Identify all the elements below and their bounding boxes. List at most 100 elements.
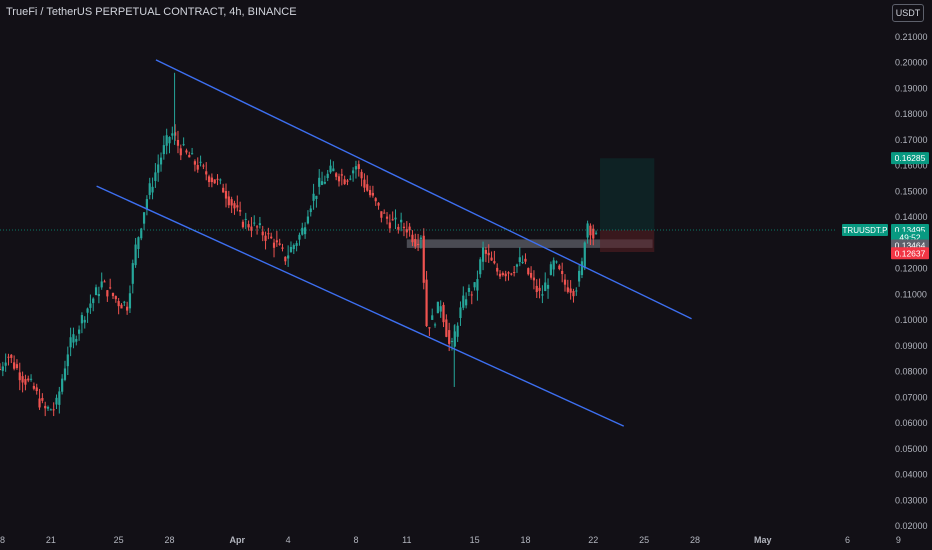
channel-upper-line[interactable] — [155, 59, 692, 320]
candle-body[interactable] — [360, 171, 363, 179]
candle-body[interactable] — [583, 242, 586, 269]
candle-body[interactable] — [569, 288, 572, 293]
candle-body[interactable] — [555, 261, 558, 263]
candle-body[interactable] — [391, 219, 394, 221]
candle-body[interactable] — [219, 179, 222, 181]
candle-body[interactable] — [148, 183, 151, 195]
candle-body[interactable] — [306, 216, 310, 224]
candle-body[interactable] — [510, 273, 513, 275]
candle-body[interactable] — [312, 193, 315, 201]
candle-body[interactable] — [239, 209, 242, 212]
candle-body[interactable] — [10, 354, 13, 358]
candle-body[interactable] — [78, 329, 81, 334]
candle-body[interactable] — [97, 294, 100, 297]
candle-body[interactable] — [541, 294, 544, 296]
candle-body[interactable] — [188, 154, 191, 158]
candle-body[interactable] — [227, 196, 230, 206]
candle-body[interactable] — [176, 139, 180, 146]
candle-body[interactable] — [335, 173, 338, 177]
candle-body[interactable] — [154, 172, 157, 181]
candle-body[interactable] — [49, 409, 52, 411]
candle-body[interactable] — [405, 229, 408, 233]
candle-body[interactable] — [490, 257, 493, 261]
candle-body[interactable] — [106, 290, 109, 297]
candle-body[interactable] — [236, 205, 239, 208]
candle-body[interactable] — [383, 212, 386, 214]
candle-body[interactable] — [527, 268, 530, 275]
candle-body[interactable] — [518, 257, 521, 263]
candle-body[interactable] — [422, 235, 425, 283]
candle-body[interactable] — [476, 279, 479, 291]
candle-body[interactable] — [481, 247, 485, 262]
candle-body[interactable] — [61, 378, 64, 392]
candle-body[interactable] — [343, 179, 346, 185]
candle-body[interactable] — [346, 180, 349, 182]
candle-body[interactable] — [340, 174, 343, 176]
candle-body[interactable] — [544, 282, 547, 292]
candle-body[interactable] — [222, 187, 225, 193]
candle-body[interactable] — [439, 306, 442, 312]
candle-body[interactable] — [337, 176, 341, 182]
candle-body[interactable] — [151, 186, 154, 193]
candle-body[interactable] — [402, 226, 406, 229]
candle-body[interactable] — [1, 366, 4, 371]
candle-body[interactable] — [397, 226, 400, 230]
candle-body[interactable] — [453, 331, 456, 347]
candle-body[interactable] — [83, 319, 86, 323]
candle-body[interactable] — [100, 281, 103, 288]
candle-body[interactable] — [292, 245, 295, 250]
candle-body[interactable] — [63, 368, 67, 380]
candle-body[interactable] — [224, 191, 228, 199]
candle-body[interactable] — [109, 287, 112, 289]
candle-body[interactable] — [572, 290, 575, 297]
candle-body[interactable] — [385, 216, 389, 219]
candle-body[interactable] — [174, 132, 177, 136]
candle-body[interactable] — [29, 378, 33, 380]
candle-body[interactable] — [479, 259, 482, 275]
candle-body[interactable] — [561, 270, 564, 275]
candle-body[interactable] — [171, 133, 174, 136]
candle-body[interactable] — [501, 273, 504, 276]
candle-body[interactable] — [27, 378, 30, 381]
long-stop[interactable] — [600, 230, 655, 253]
candle-body[interactable] — [349, 178, 352, 180]
candle-body[interactable] — [168, 136, 171, 144]
candle-body[interactable] — [137, 237, 140, 249]
candle-body[interactable] — [21, 376, 24, 383]
channel-lines-layer[interactable] — [0, 59, 835, 427]
candle-body[interactable] — [462, 295, 465, 308]
candle-body[interactable] — [216, 178, 219, 180]
candle-body[interactable] — [357, 164, 360, 169]
candle-body[interactable] — [193, 161, 197, 165]
candle-body[interactable] — [185, 150, 188, 153]
candle-body[interactable] — [46, 406, 50, 409]
candle-body[interactable] — [546, 284, 550, 289]
candle-body[interactable] — [270, 236, 273, 239]
candle-body[interactable] — [408, 226, 411, 231]
candle-body[interactable] — [589, 225, 592, 236]
candle-body[interactable] — [304, 227, 307, 235]
candle-body[interactable] — [287, 255, 290, 259]
candle-body[interactable] — [374, 198, 377, 202]
candle-body[interactable] — [436, 301, 439, 314]
candle-body[interactable] — [417, 244, 420, 246]
candle-body[interactable] — [18, 372, 21, 381]
candles-layer[interactable] — [0, 72, 598, 417]
candle-body[interactable] — [368, 190, 372, 196]
candle-body[interactable] — [428, 327, 431, 329]
candle-body[interactable] — [162, 145, 165, 155]
candle-body[interactable] — [278, 243, 281, 245]
candle-body[interactable] — [15, 364, 19, 368]
candle-body[interactable] — [233, 203, 236, 209]
candle-body[interactable] — [275, 240, 278, 243]
candle-body[interactable] — [414, 239, 417, 247]
candle-body[interactable] — [448, 330, 451, 344]
candle-body[interactable] — [258, 223, 261, 226]
candle-body[interactable] — [44, 405, 47, 409]
candle-body[interactable] — [4, 362, 7, 366]
candle-body[interactable] — [301, 227, 304, 235]
currency-button[interactable]: USDT — [892, 4, 924, 22]
candle-body[interactable] — [281, 247, 284, 249]
candle-body[interactable] — [247, 224, 250, 228]
candle-body[interactable] — [255, 226, 259, 228]
